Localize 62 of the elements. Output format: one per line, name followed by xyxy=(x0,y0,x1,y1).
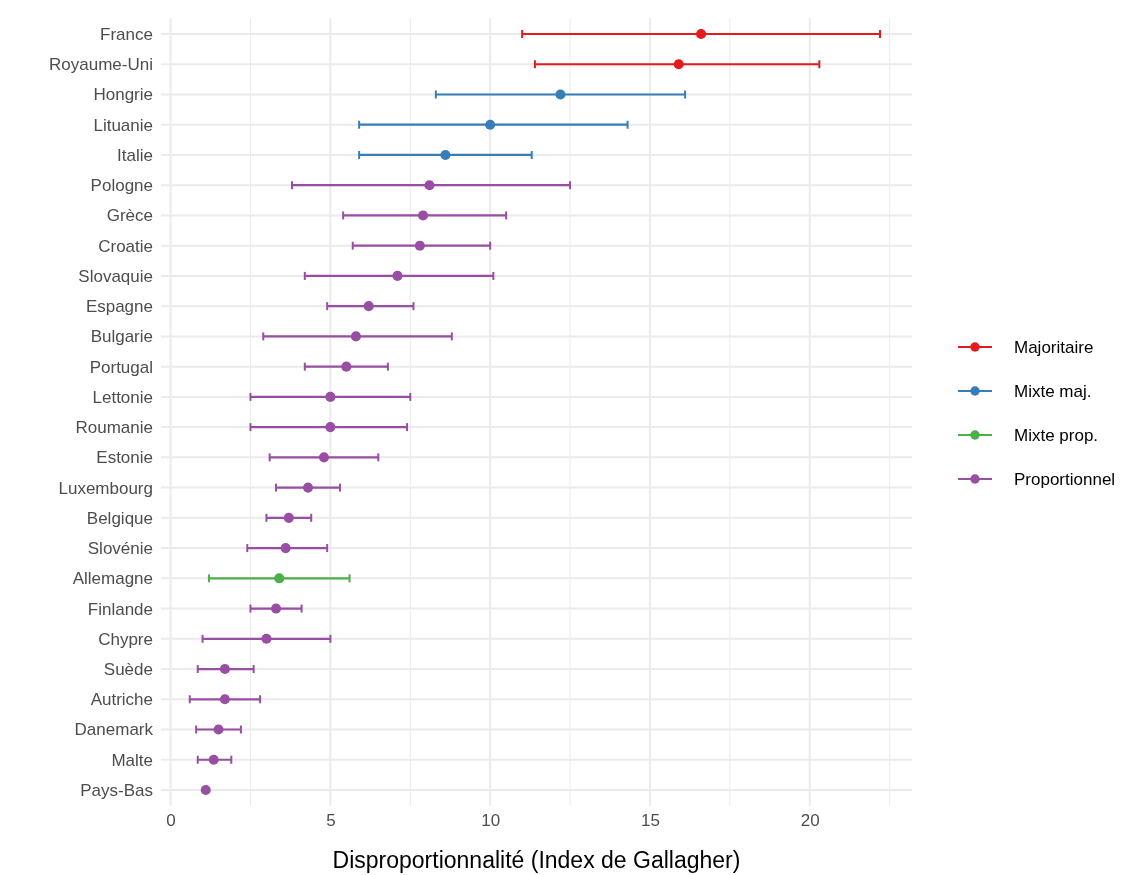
y-tick-label: Danemark xyxy=(74,720,154,740)
y-tick-label: Pologne xyxy=(90,176,153,196)
y-tick-label: Allemagne xyxy=(72,569,153,589)
x-tick-label: 10 xyxy=(481,811,501,831)
y-tick-label: Hongrie xyxy=(93,85,153,105)
point xyxy=(696,28,707,40)
point xyxy=(261,633,272,644)
y-tick-label: Slovaquie xyxy=(78,266,153,286)
legend-label: Mixte prop. xyxy=(1014,426,1099,445)
point xyxy=(424,180,435,191)
point xyxy=(271,603,282,614)
legend-label: Mixte maj. xyxy=(1014,382,1092,401)
point xyxy=(363,301,374,312)
y-tick-label: Portugal xyxy=(89,357,153,377)
point xyxy=(208,754,219,765)
y-tick-label: Suède xyxy=(103,659,153,679)
point xyxy=(200,784,211,796)
y-tick-label: Chypre xyxy=(98,629,153,649)
point xyxy=(318,452,330,463)
y-tick-label: Croatie xyxy=(98,236,153,256)
point xyxy=(485,119,496,130)
point xyxy=(418,210,429,221)
point xyxy=(341,361,352,372)
legend-label: Proportionnel xyxy=(1014,470,1116,489)
x-axis-title: Disproportionnalité (Index de Gallagher) xyxy=(332,847,741,873)
y-tick-label: Autriche xyxy=(90,690,153,710)
y-tick-label: Finlande xyxy=(87,599,153,619)
point xyxy=(325,391,336,402)
x-tick-label: 15 xyxy=(640,811,660,831)
x-tick-label: 0 xyxy=(166,811,176,831)
point xyxy=(440,149,451,160)
y-tick-label: Bulgarie xyxy=(90,327,153,347)
point xyxy=(350,331,361,342)
y-tick-label: Royaume-Uni xyxy=(49,55,153,75)
point xyxy=(414,240,425,251)
x-tick-label: 20 xyxy=(800,811,820,831)
y-tick-label: Pays-Bas xyxy=(80,780,153,800)
y-tick-label: Italie xyxy=(117,145,153,165)
y-tick-label: Luxembourg xyxy=(58,478,153,498)
point xyxy=(302,482,314,493)
y-tick-label: Slovénie xyxy=(87,539,153,559)
point xyxy=(673,59,684,70)
point xyxy=(219,664,230,675)
y-tick-label: Belgique xyxy=(86,508,153,528)
y-tick-label: Grèce xyxy=(106,206,153,226)
y-tick-label: Estonie xyxy=(96,448,153,468)
point xyxy=(392,270,403,281)
point xyxy=(219,694,230,705)
point xyxy=(274,573,285,584)
x-tick-label: 5 xyxy=(326,811,336,831)
y-tick-label: France xyxy=(100,24,153,44)
y-tick-label: Lituanie xyxy=(93,115,153,135)
point xyxy=(283,512,294,523)
point xyxy=(325,422,336,433)
y-tick-label: Lettonie xyxy=(92,387,153,407)
point xyxy=(555,89,566,100)
legend-label: Majoritaire xyxy=(1014,338,1094,357)
point xyxy=(213,724,224,735)
point xyxy=(280,543,291,554)
y-tick-label: Malte xyxy=(111,750,153,770)
y-tick-label: Espagne xyxy=(85,297,153,317)
y-tick-label: Roumanie xyxy=(75,418,153,438)
